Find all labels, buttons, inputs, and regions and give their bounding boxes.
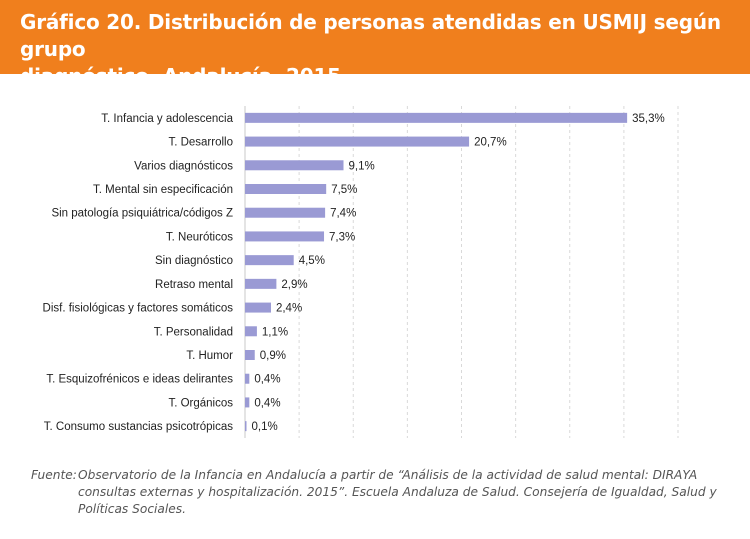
category-label: T. Personalidad <box>154 326 233 338</box>
source-text: Observatorio de la Infancia en Andalucía… <box>78 468 717 516</box>
category-label: Retraso mental <box>155 279 233 291</box>
category-label: T. Mental sin especificación <box>93 184 233 196</box>
category-label: T. Humor <box>186 350 233 362</box>
category-label: Varios diagnósticos <box>134 160 233 172</box>
bar <box>245 136 470 147</box>
data-label: 0,1% <box>252 421 278 433</box>
category-label: T. Desarrollo <box>168 137 233 149</box>
category-label: T. Esquizofrénicos e ideas delirantes <box>46 374 233 386</box>
data-label: 1,1% <box>262 326 288 338</box>
chart-header: Gráfico 20. Distribución de personas ate… <box>0 0 750 88</box>
source-note: Fuente: Observatorio de la Infancia en A… <box>31 467 736 518</box>
bar <box>245 397 250 408</box>
data-label: 7,4% <box>330 208 356 220</box>
data-label: 35,3% <box>632 113 665 125</box>
bar <box>245 421 247 432</box>
data-label: 0,9% <box>260 350 286 362</box>
data-label: 7,5% <box>331 184 357 196</box>
category-label: T. Neuróticos <box>166 231 233 243</box>
source-label: Fuente: <box>31 468 77 482</box>
data-label: 4,5% <box>299 255 325 267</box>
data-label: 7,3% <box>329 231 355 243</box>
bar <box>245 373 250 384</box>
bar <box>245 184 327 194</box>
bar <box>245 207 326 218</box>
bar <box>245 112 628 123</box>
bar <box>245 326 257 337</box>
bar <box>245 278 277 289</box>
bar <box>245 160 344 171</box>
category-label: T. Orgánicos <box>168 397 233 409</box>
data-label: 9,1% <box>349 160 375 172</box>
bar-chart: T. Infancia y adolescencia 35,3% T. Desarr… <box>43 106 679 438</box>
chart-title-line-1: Gráfico 20. Distribución de personas ate… <box>20 10 721 61</box>
bar <box>245 255 294 266</box>
category-label: Sin diagnóstico <box>155 255 233 267</box>
data-label: 20,7% <box>474 137 507 149</box>
category-label: Disf. fisiológicas y factores somáticos <box>43 303 234 315</box>
bar <box>245 302 271 313</box>
category-label: T. Infancia y adolescencia <box>101 113 233 125</box>
chart-area: T. Infancia y adolescencia 35,3% T. Desarr… <box>0 96 750 446</box>
bar <box>245 350 255 360</box>
category-label: T. Consumo sustancias psicotrópicas <box>44 421 233 433</box>
data-label: 0,4% <box>254 397 280 409</box>
data-label: 2,9% <box>281 279 307 291</box>
category-label: Sin patología psiquiátrica/códigos Z <box>51 208 233 220</box>
bar <box>245 231 325 242</box>
chart-title-line-2: diagnóstico. Andalucía, 2015. <box>20 64 349 88</box>
data-label: 2,4% <box>276 303 302 315</box>
data-label: 0,4% <box>254 374 280 386</box>
